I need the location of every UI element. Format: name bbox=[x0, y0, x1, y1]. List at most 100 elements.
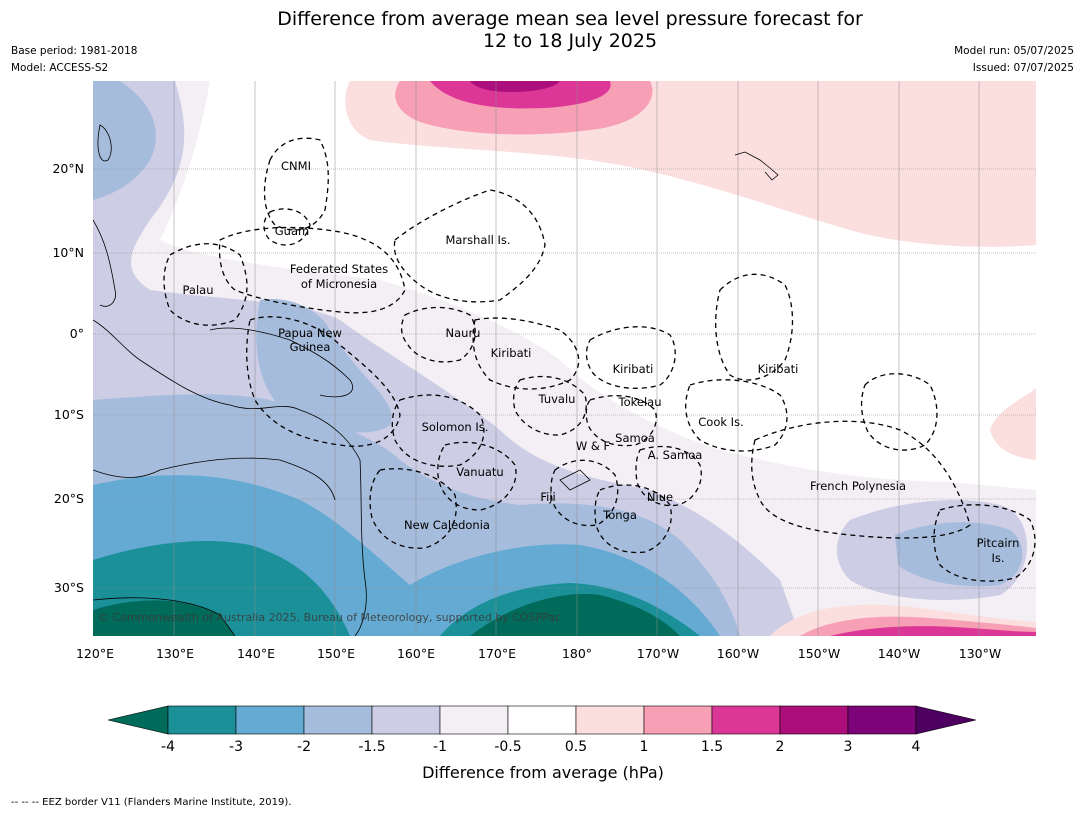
label-pitcairn-1: Pitcairn bbox=[977, 536, 1020, 550]
eez-borders bbox=[163, 137, 1036, 582]
label-vanuatu: Vanuatu bbox=[456, 465, 503, 479]
lon-label: 130°W bbox=[959, 646, 1001, 661]
label-tokelau: Tokelau bbox=[618, 395, 662, 409]
lon-label: 130°E bbox=[156, 646, 194, 661]
colorbar-tick-label: 1.5 bbox=[701, 739, 723, 755]
colorbar-extend-low bbox=[107, 705, 169, 735]
label-fsm-1: Federated States bbox=[290, 262, 388, 276]
colorbar-box bbox=[371, 705, 441, 735]
lat-label: 30°S bbox=[54, 580, 84, 595]
lon-label: 160°W bbox=[717, 646, 759, 661]
label-cook: Cook Is. bbox=[698, 415, 743, 429]
meta-right: Model run: 05/07/2025 Issued: 07/07/2025 bbox=[954, 43, 1074, 77]
lat-label: 10°N bbox=[52, 245, 84, 260]
label-marshall: Marshall Is. bbox=[445, 233, 510, 247]
title-line-2: 12 to 18 July 2025 bbox=[482, 30, 658, 52]
anomaly-area-minus-1-5-east bbox=[895, 522, 1023, 587]
label-kiribati-w: Kiribati bbox=[491, 346, 532, 360]
label-kiribati-e: Kiribati bbox=[758, 362, 799, 376]
copyright-notice: © Commonwealth of Australia 2025, Bureau… bbox=[98, 611, 561, 624]
anomaly-area-plus-0-5-east bbox=[990, 388, 1036, 460]
anomaly-area-plus-1-5-se bbox=[830, 626, 1036, 636]
label-niue: Niue bbox=[647, 490, 673, 504]
colorbar-box bbox=[507, 705, 577, 735]
anomaly-area-minus-4 bbox=[93, 600, 235, 636]
lon-label: 120°E bbox=[76, 646, 114, 661]
model-name: Model: ACCESS-S2 bbox=[11, 62, 109, 74]
coastlines bbox=[93, 124, 779, 636]
label-cnmi: CNMI bbox=[281, 159, 311, 173]
colorbar-tick-label: 3 bbox=[844, 739, 853, 755]
label-fiji: Fiji bbox=[540, 490, 555, 504]
eez-footnote: -- -- -- EEZ border V11 (Flanders Marine… bbox=[11, 797, 292, 808]
colorbar-label: Difference from average (hPa) bbox=[422, 763, 664, 782]
lon-label: 170°W bbox=[637, 646, 679, 661]
label-guam: Guam bbox=[275, 224, 309, 238]
lon-label: 150°E bbox=[317, 646, 355, 661]
colorbar-tick-label: -1.5 bbox=[358, 739, 385, 755]
label-newcaledonia: New Caledonia bbox=[404, 518, 490, 532]
colorbar-box bbox=[235, 705, 305, 735]
label-frenchpolynesia: French Polynesia bbox=[810, 479, 906, 493]
issued-date: Issued: 07/07/2025 bbox=[972, 62, 1074, 74]
label-samoa: Samoa bbox=[615, 431, 655, 445]
chart-title: Difference from average mean sea level p… bbox=[0, 8, 1085, 52]
lon-label: 180° bbox=[562, 646, 592, 661]
colorbar-tick-label: -4 bbox=[161, 739, 175, 755]
colorbar-boxes bbox=[107, 705, 977, 735]
lon-label: 150°W bbox=[798, 646, 840, 661]
label-wf: W & F bbox=[576, 439, 610, 453]
graticule bbox=[93, 81, 1036, 636]
meta-left: Base period: 1981-2018 Model: ACCESS-S2 bbox=[11, 43, 137, 77]
lat-label: 10°S bbox=[54, 407, 84, 422]
region-labels: CNMI Guam Marshall Is. Federated States … bbox=[183, 159, 1020, 565]
label-solomon: Solomon Is. bbox=[422, 420, 489, 434]
colorbar-box bbox=[575, 705, 645, 735]
label-tonga: Tonga bbox=[602, 508, 637, 522]
label-kiribati-c: Kiribati bbox=[613, 362, 654, 376]
colorbar-box bbox=[303, 705, 373, 735]
label-pitcairn-2: Is. bbox=[991, 551, 1004, 565]
model-run: Model run: 05/07/2025 bbox=[954, 45, 1074, 57]
colorbar-tick-label: 2 bbox=[776, 739, 785, 755]
lat-label: 0° bbox=[70, 326, 84, 341]
label-asamoa: A. Samoa bbox=[648, 448, 703, 462]
lon-axis-labels: 120°E 130°E 140°E 150°E 160°E 170°E 180°… bbox=[76, 646, 1001, 661]
base-period: Base period: 1981-2018 bbox=[11, 45, 138, 57]
colorbar-box bbox=[779, 705, 849, 735]
colorbar-ticks: -4 -3 -2 -1.5 -1 -0.5 0.5 1 1.5 2 3 4 bbox=[161, 739, 921, 755]
colorbar-box bbox=[167, 705, 237, 735]
label-png-2: Guinea bbox=[290, 340, 331, 354]
label-tuvalu: Tuvalu bbox=[538, 392, 576, 406]
colorbar-extend-high bbox=[915, 705, 977, 735]
label-png-1: Papua New bbox=[278, 326, 342, 340]
colorbar-box bbox=[711, 705, 781, 735]
anomaly-area-plus-1-5 bbox=[430, 81, 611, 109]
label-fsm-2: of Micronesia bbox=[301, 277, 377, 291]
colorbar-tick-label: -3 bbox=[229, 739, 243, 755]
anomaly-area-plus-2 bbox=[470, 81, 560, 92]
anomaly-area-minus-1-5-solomon bbox=[256, 299, 392, 433]
anomaly-area-minus-1-5 bbox=[93, 81, 156, 200]
colorbar-tick-label: -1 bbox=[433, 739, 447, 755]
label-palau: Palau bbox=[183, 283, 214, 297]
colorbar-tick-label: 4 bbox=[912, 739, 921, 755]
title-line-1: Difference from average mean sea level p… bbox=[277, 8, 863, 30]
lat-label: 20°N bbox=[52, 161, 84, 176]
lat-axis-labels: 20°N 10°N 0° 10°S 20°S 30°S bbox=[52, 161, 84, 595]
colorbar-box bbox=[643, 705, 713, 735]
colorbar-tick-label: 1 bbox=[640, 739, 649, 755]
lon-label: 170°E bbox=[478, 646, 516, 661]
colorbar-box bbox=[847, 705, 917, 735]
colorbar-tick-label: -0.5 bbox=[494, 739, 521, 755]
colorbar-box bbox=[439, 705, 509, 735]
label-nauru: Nauru bbox=[446, 326, 481, 340]
colorbar-tick-label: 0.5 bbox=[565, 739, 587, 755]
colorbar-tick-label: -2 bbox=[297, 739, 311, 755]
anomaly-area-minus-4-east bbox=[470, 594, 680, 636]
map-fills: CNMI Guam Marshall Is. Federated States … bbox=[93, 81, 1036, 636]
lat-label: 20°S bbox=[54, 491, 84, 506]
lon-label: 140°E bbox=[237, 646, 275, 661]
